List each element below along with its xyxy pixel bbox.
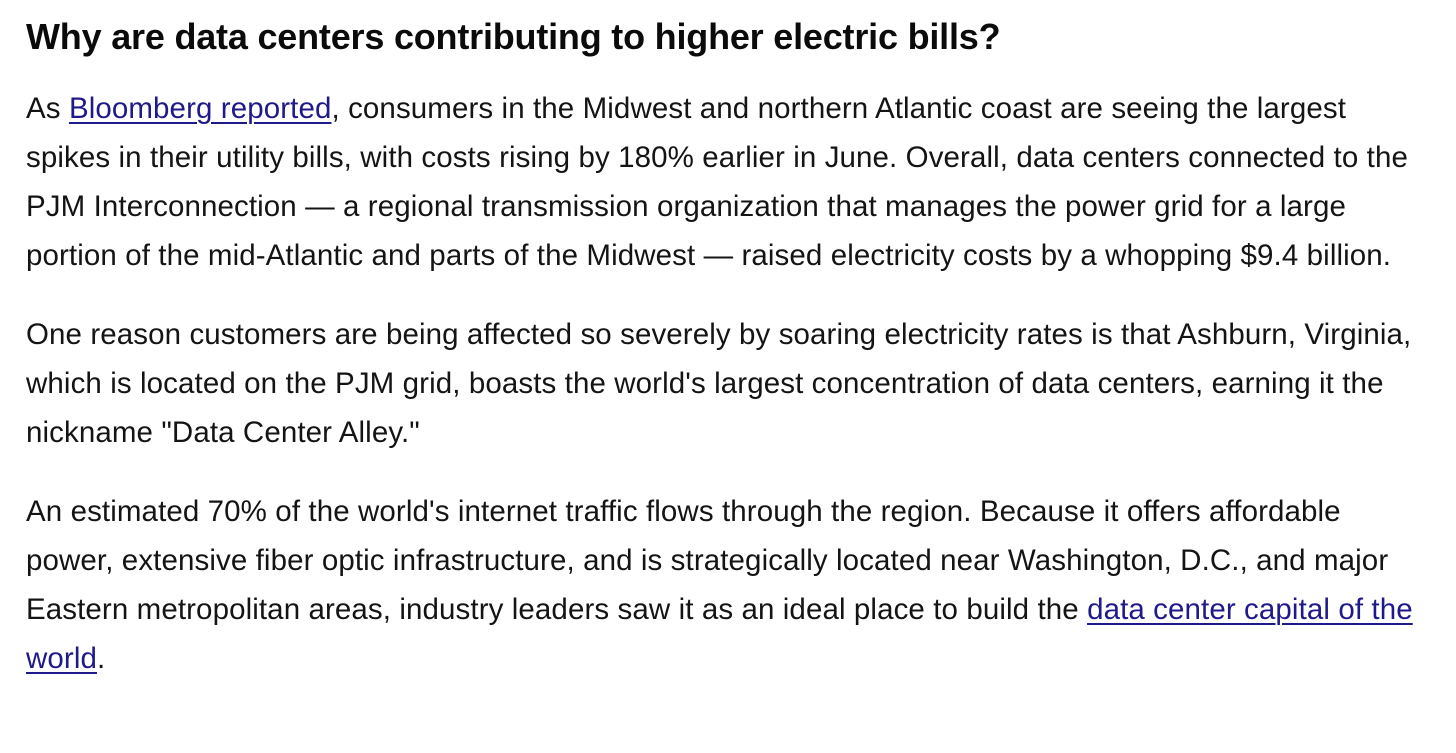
data-center-capital-link[interactable]: data center capital of the world [26, 593, 1413, 675]
section-heading: Why are data centers contributing to hig… [26, 16, 1001, 57]
paragraph-text: . [97, 642, 106, 675]
paragraph-text: As [26, 92, 69, 125]
paragraph-bloomberg: As Bloomberg reported, consumers in the … [26, 84, 1426, 280]
paragraph-internet-traffic: An estimated 70% of the world's internet… [26, 487, 1426, 683]
paragraph-text: , consumers in the Midwest and northern … [26, 92, 1408, 272]
paragraph-ashburn: One reason customers are being affected … [26, 310, 1426, 457]
paragraph-text: One reason customers are being affected … [26, 318, 1412, 449]
bloomberg-reported-link[interactable]: Bloomberg reported [68, 92, 332, 125]
article-body: Why are data centers contributing to hig… [26, 14, 1426, 683]
paragraph-text: An estimated 70% of the world's internet… [26, 495, 1389, 626]
